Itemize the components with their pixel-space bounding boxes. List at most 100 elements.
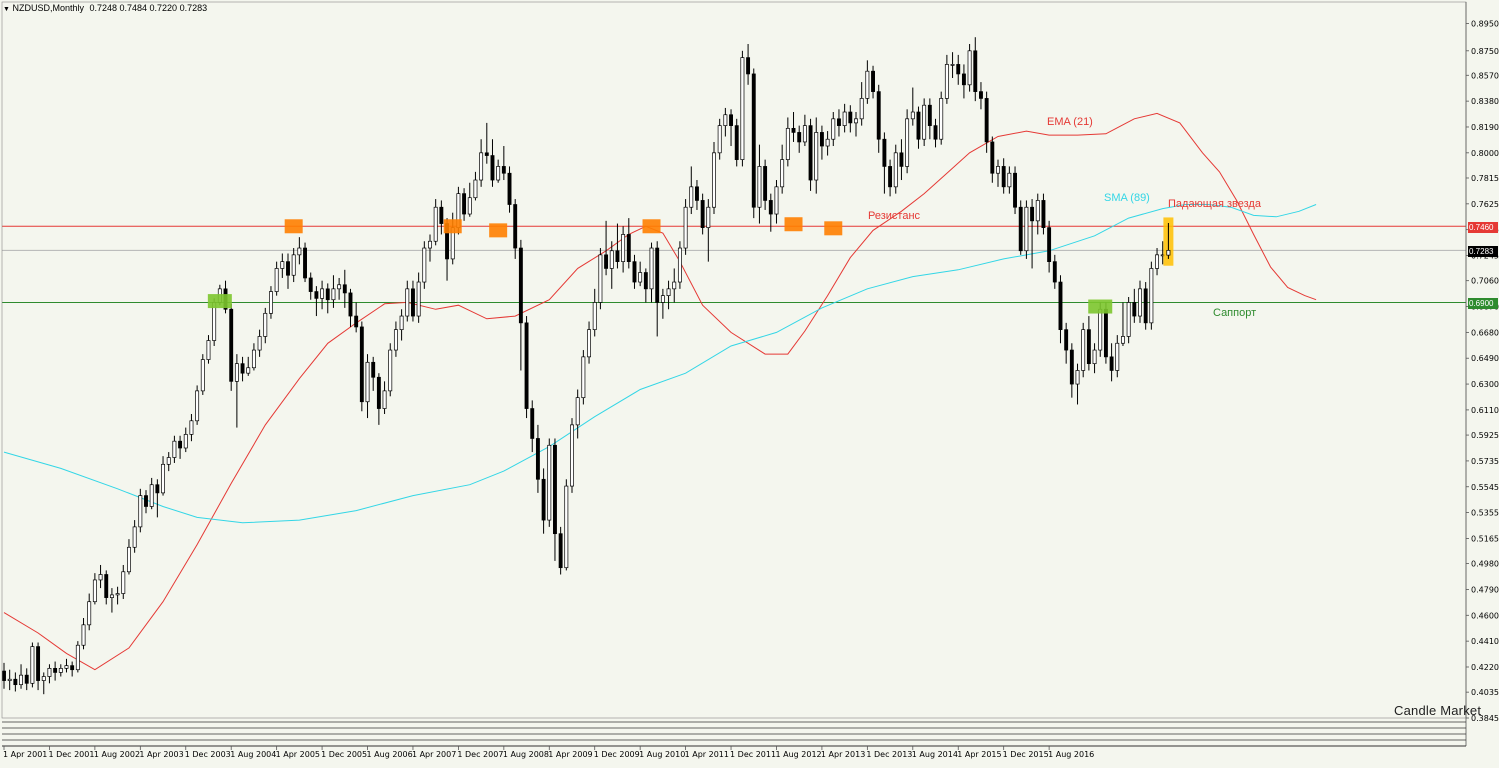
- price-tick-label: 0.5165: [1471, 534, 1499, 543]
- candle-body: [269, 291, 273, 314]
- candle: [166, 452, 171, 472]
- time-tick-label: 1 Apr 2007: [412, 750, 456, 759]
- candle: [416, 272, 421, 323]
- candle-body: [359, 326, 364, 403]
- candle-body: [109, 594, 114, 598]
- candle-body: [1138, 288, 1142, 317]
- candle-body: [382, 390, 387, 409]
- resistance-marker: [284, 219, 303, 234]
- candle-body: [944, 64, 949, 99]
- candle-body: [388, 349, 393, 392]
- candle-body: [570, 424, 574, 487]
- candle: [905, 109, 910, 174]
- candle: [649, 242, 654, 303]
- candle: [229, 303, 234, 391]
- time-tick-label: 1 Aug 2006: [367, 750, 413, 759]
- price-tick-label: 0.5735: [1471, 457, 1499, 466]
- candle-body: [1030, 206, 1035, 222]
- candle: [87, 593, 92, 631]
- candle: [195, 385, 200, 425]
- candle: [888, 159, 893, 197]
- candle-body: [774, 186, 779, 215]
- candle: [127, 539, 131, 575]
- candle: [64, 658, 69, 673]
- candle-body: [291, 254, 296, 276]
- candle: [388, 343, 393, 397]
- candle-body: [1069, 349, 1074, 385]
- candle-body: [433, 206, 438, 242]
- candle: [780, 144, 785, 194]
- candle: [927, 98, 932, 140]
- candle: [286, 253, 290, 289]
- candle: [405, 280, 410, 322]
- candle-body: [871, 70, 875, 92]
- resistance-label: Резистанс: [868, 210, 921, 222]
- candle: [956, 54, 961, 85]
- candle: [524, 316, 529, 419]
- candle: [990, 136, 995, 183]
- candle: [263, 307, 268, 344]
- candle: [149, 477, 154, 510]
- candle-body: [729, 114, 733, 126]
- candle-body: [700, 200, 705, 228]
- candle-body: [229, 308, 234, 382]
- candle-body: [916, 111, 921, 140]
- candle: [359, 321, 364, 412]
- resistance-marker: [784, 217, 803, 232]
- candle-body: [53, 668, 58, 673]
- candle-body: [706, 206, 711, 228]
- candle-body: [1018, 206, 1023, 252]
- candle-body: [808, 125, 813, 181]
- candle: [638, 261, 643, 287]
- time-tick-label: 1 Apr 2011: [685, 750, 729, 759]
- candle-body: [518, 247, 523, 324]
- candle-body: [922, 104, 927, 140]
- candle: [1155, 248, 1159, 276]
- candle-body: [7, 678, 12, 681]
- candle-body: [1092, 349, 1097, 365]
- candle-body: [973, 50, 978, 92]
- candle-body: [893, 152, 898, 188]
- candle-body: [660, 295, 665, 303]
- candle-body: [92, 579, 97, 603]
- candle-body: [263, 312, 268, 337]
- candle: [592, 288, 597, 337]
- candle: [1018, 200, 1023, 255]
- sma-label: SMA (89): [1104, 192, 1150, 204]
- candle-body: [490, 155, 495, 181]
- candle: [1081, 322, 1086, 378]
- time-tick-label: 1 Aug 2016: [1048, 750, 1094, 759]
- candle-body: [314, 291, 319, 299]
- candle-body: [467, 197, 472, 215]
- candle-body: [41, 676, 46, 681]
- candle: [411, 280, 415, 322]
- candle: [2, 662, 6, 689]
- candle-body: [2, 670, 6, 681]
- candle-body: [1109, 356, 1114, 371]
- falling-star-label: Падающая звезда: [1168, 198, 1261, 210]
- support-marker: [207, 294, 232, 309]
- time-tick-label: 1 Dec 2011: [730, 750, 776, 759]
- candle-body: [996, 166, 1000, 174]
- candle: [746, 44, 751, 85]
- candle-body: [371, 361, 376, 378]
- candle: [785, 117, 790, 167]
- candle: [246, 356, 251, 376]
- candle-body: [172, 440, 177, 458]
- candle-body: [422, 247, 427, 283]
- candle-body: [1155, 254, 1159, 269]
- candle-body: [649, 247, 654, 290]
- candle-body: [257, 336, 262, 351]
- candle: [695, 180, 699, 210]
- support-label: Саппорт: [1213, 307, 1257, 319]
- candle-body: [1166, 250, 1171, 256]
- candle-body: [212, 302, 217, 341]
- time-tick-label: 1 Dec 2007: [457, 750, 503, 759]
- candle: [1052, 254, 1057, 289]
- candle-body: [348, 292, 353, 317]
- ema-label: EMA (21): [1047, 116, 1093, 128]
- price-tick-label: 0.5925: [1471, 431, 1499, 440]
- candle-body: [81, 624, 86, 646]
- candle-body: [712, 152, 716, 208]
- candle-body: [1081, 329, 1086, 371]
